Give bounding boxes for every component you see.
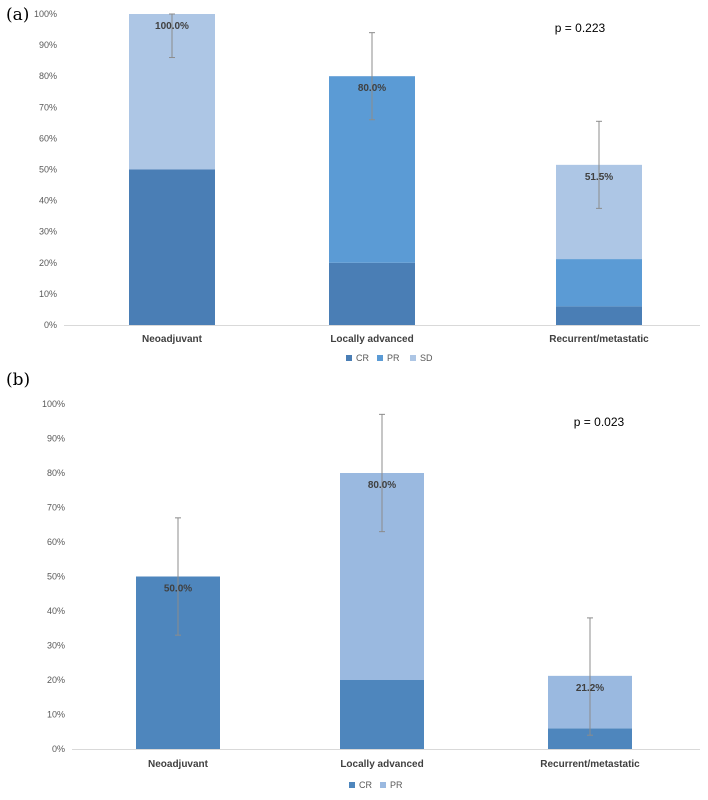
y-tick-label: 20%: [47, 675, 65, 685]
category-label: Recurrent/metastatic: [549, 334, 649, 345]
category-label: Neoadjuvant: [142, 334, 203, 345]
data-label: 100.0%: [155, 21, 189, 32]
legend-label-sd: SD: [420, 353, 433, 363]
legend-swatch-cr: [346, 355, 352, 361]
y-tick-label: 10%: [39, 289, 57, 299]
p-value-annotation: p = 0.023: [574, 415, 625, 429]
y-tick-label: 30%: [47, 641, 65, 651]
chart-panel-b: (b) 0% 10% 20% 30% 40% 50% 60% 70% 80% 90% 100% 50.0…: [6, 370, 700, 790]
panel-label: (b): [6, 370, 30, 390]
data-label: 50.0%: [164, 584, 192, 595]
y-tick-label: 0%: [52, 744, 65, 754]
y-tick-label: 40%: [47, 606, 65, 616]
legend: CR PR: [349, 780, 403, 790]
y-tick-label: 0%: [44, 320, 57, 330]
data-label: 80.0%: [358, 83, 386, 94]
bar-cr-1: [129, 169, 215, 325]
legend-swatch-pr: [380, 782, 386, 788]
y-tick-label: 80%: [47, 468, 65, 478]
panel-label: (a): [6, 5, 29, 25]
y-tick-label: 10%: [47, 710, 65, 720]
legend-label-cr: CR: [356, 353, 369, 363]
y-tick-label: 70%: [47, 503, 65, 513]
legend: CR PR SD: [346, 353, 433, 363]
legend-swatch-cr: [349, 782, 355, 788]
data-label: 21.2%: [576, 683, 604, 694]
y-tick-label: 60%: [47, 537, 65, 547]
category-label: Locally advanced: [330, 334, 413, 345]
data-label: 51.5%: [585, 172, 613, 183]
y-tick-label: 100%: [42, 399, 65, 409]
legend-swatch-sd: [410, 355, 416, 361]
category-label: Neoadjuvant: [148, 759, 209, 770]
y-tick-label: 100%: [34, 9, 57, 19]
p-value-annotation: p = 0.223: [555, 21, 606, 35]
bar-cr-2: [329, 262, 415, 325]
y-tick-label: 90%: [47, 434, 65, 444]
y-tick-label: 70%: [39, 102, 57, 112]
y-tick-label: 90%: [39, 40, 57, 50]
bar-pr-3: [556, 259, 642, 307]
bar-cr-3: [556, 306, 642, 325]
category-label: Locally advanced: [340, 759, 423, 770]
y-tick-label: 50%: [39, 165, 57, 175]
y-tick-label: 80%: [39, 71, 57, 81]
y-tick-label: 50%: [47, 572, 65, 582]
y-tick-label: 30%: [39, 227, 57, 237]
y-tick-label: 60%: [39, 133, 57, 143]
category-label: Recurrent/metastatic: [540, 759, 640, 770]
y-tick-label: 20%: [39, 258, 57, 268]
legend-swatch-pr: [377, 355, 383, 361]
legend-label-cr: CR: [359, 780, 372, 790]
bar-cr-3: [548, 728, 632, 749]
data-label: 80.0%: [368, 480, 396, 491]
legend-label-pr: PR: [387, 353, 400, 363]
legend-label-pr: PR: [390, 780, 403, 790]
y-tick-label: 40%: [39, 196, 57, 206]
bar-cr-2: [340, 680, 424, 749]
chart-panel-a: (a) 0% 10% 20% 30% 40% 50% 60% 70% 80% 90% 100% 100.…: [6, 5, 700, 363]
